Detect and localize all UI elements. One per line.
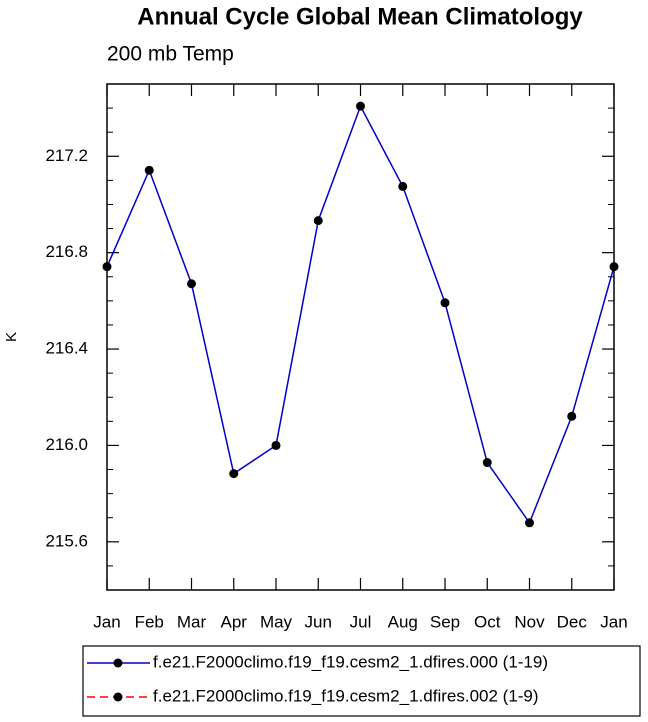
legend-marker	[113, 692, 123, 702]
data-point	[525, 518, 534, 528]
chart-subtitle: 200 mb Temp	[107, 43, 234, 66]
data-point	[609, 262, 619, 272]
data-point	[229, 469, 239, 479]
y-tick-label: 215.6	[45, 531, 88, 550]
x-tick-label: Dec	[557, 612, 588, 631]
chart-title: Annual Cycle Global Mean Climatology	[137, 3, 583, 30]
y-tick-label: 216.8	[45, 242, 88, 261]
plot-frame	[106, 83, 615, 591]
data-point	[102, 262, 112, 272]
data-point	[440, 298, 450, 308]
data-point	[398, 181, 408, 191]
legend-box	[82, 645, 641, 717]
y-axis-label: K	[3, 332, 20, 342]
legend-marker	[113, 658, 123, 668]
x-tick-label: Jul	[350, 612, 372, 631]
legend-label: f.e21.F2000climo.f19_f19.cesm2_1.dfires.…	[153, 652, 548, 671]
y-tick-label: 216.0	[45, 435, 88, 454]
x-tick-label: Apr	[221, 612, 248, 631]
x-tick-label: Jan	[93, 612, 120, 631]
y-tick-label: 217.2	[45, 146, 88, 165]
x-tick-label: Aug	[388, 612, 418, 631]
y-tick-label: 216.4	[45, 339, 88, 358]
x-tick-label: Jun	[305, 612, 332, 631]
x-tick-label: Nov	[514, 612, 545, 631]
data-point	[482, 458, 492, 468]
legend-label: f.e21.F2000climo.f19_f19.cesm2_1.dfires.…	[153, 686, 539, 705]
x-tick-label: May	[260, 612, 293, 631]
x-tick-label: Mar	[177, 612, 207, 631]
data-point	[313, 216, 323, 226]
x-tick-label: Feb	[135, 612, 164, 631]
x-tick-label: Jan	[600, 612, 627, 631]
data-point	[356, 101, 365, 111]
data-point	[271, 440, 281, 450]
data-point	[144, 165, 154, 175]
x-tick-label: Oct	[474, 612, 501, 631]
data-point	[187, 279, 196, 289]
data-point	[567, 411, 577, 421]
x-tick-label: Sep	[430, 612, 460, 631]
series-line	[106, 104, 615, 525]
